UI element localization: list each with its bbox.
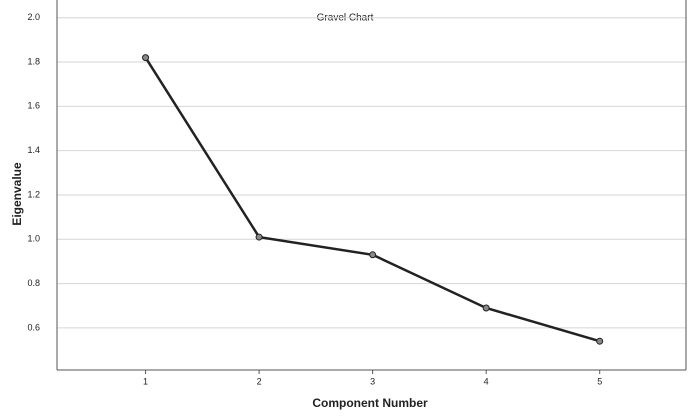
x-tick-label: 2 [257,376,262,386]
y-tick-label: 1.0 [27,234,40,244]
y-tick-label: 1.4 [27,145,40,155]
y-tick-label: 2.0 [27,12,40,22]
point [142,54,150,62]
y-tick-label: 1.2 [27,189,40,199]
x-tick-label: 3 [370,376,375,386]
y-tick-label: 0.6 [27,322,40,332]
y-tick-label: 1.6 [27,101,40,111]
x-axis-title: Component Number [312,396,428,410]
x-tick-label: 4 [484,376,489,386]
y-tick-label: 1.8 [27,56,40,66]
y-axis-title: Eigenvalue [10,162,24,226]
point [255,233,263,241]
line [144,56,601,343]
point [482,304,490,312]
point [596,337,604,345]
x-tick-label: 5 [597,376,602,386]
point [369,251,377,259]
x-tick-label: 1 [143,376,148,386]
y-tick-label: 0.8 [27,278,40,288]
